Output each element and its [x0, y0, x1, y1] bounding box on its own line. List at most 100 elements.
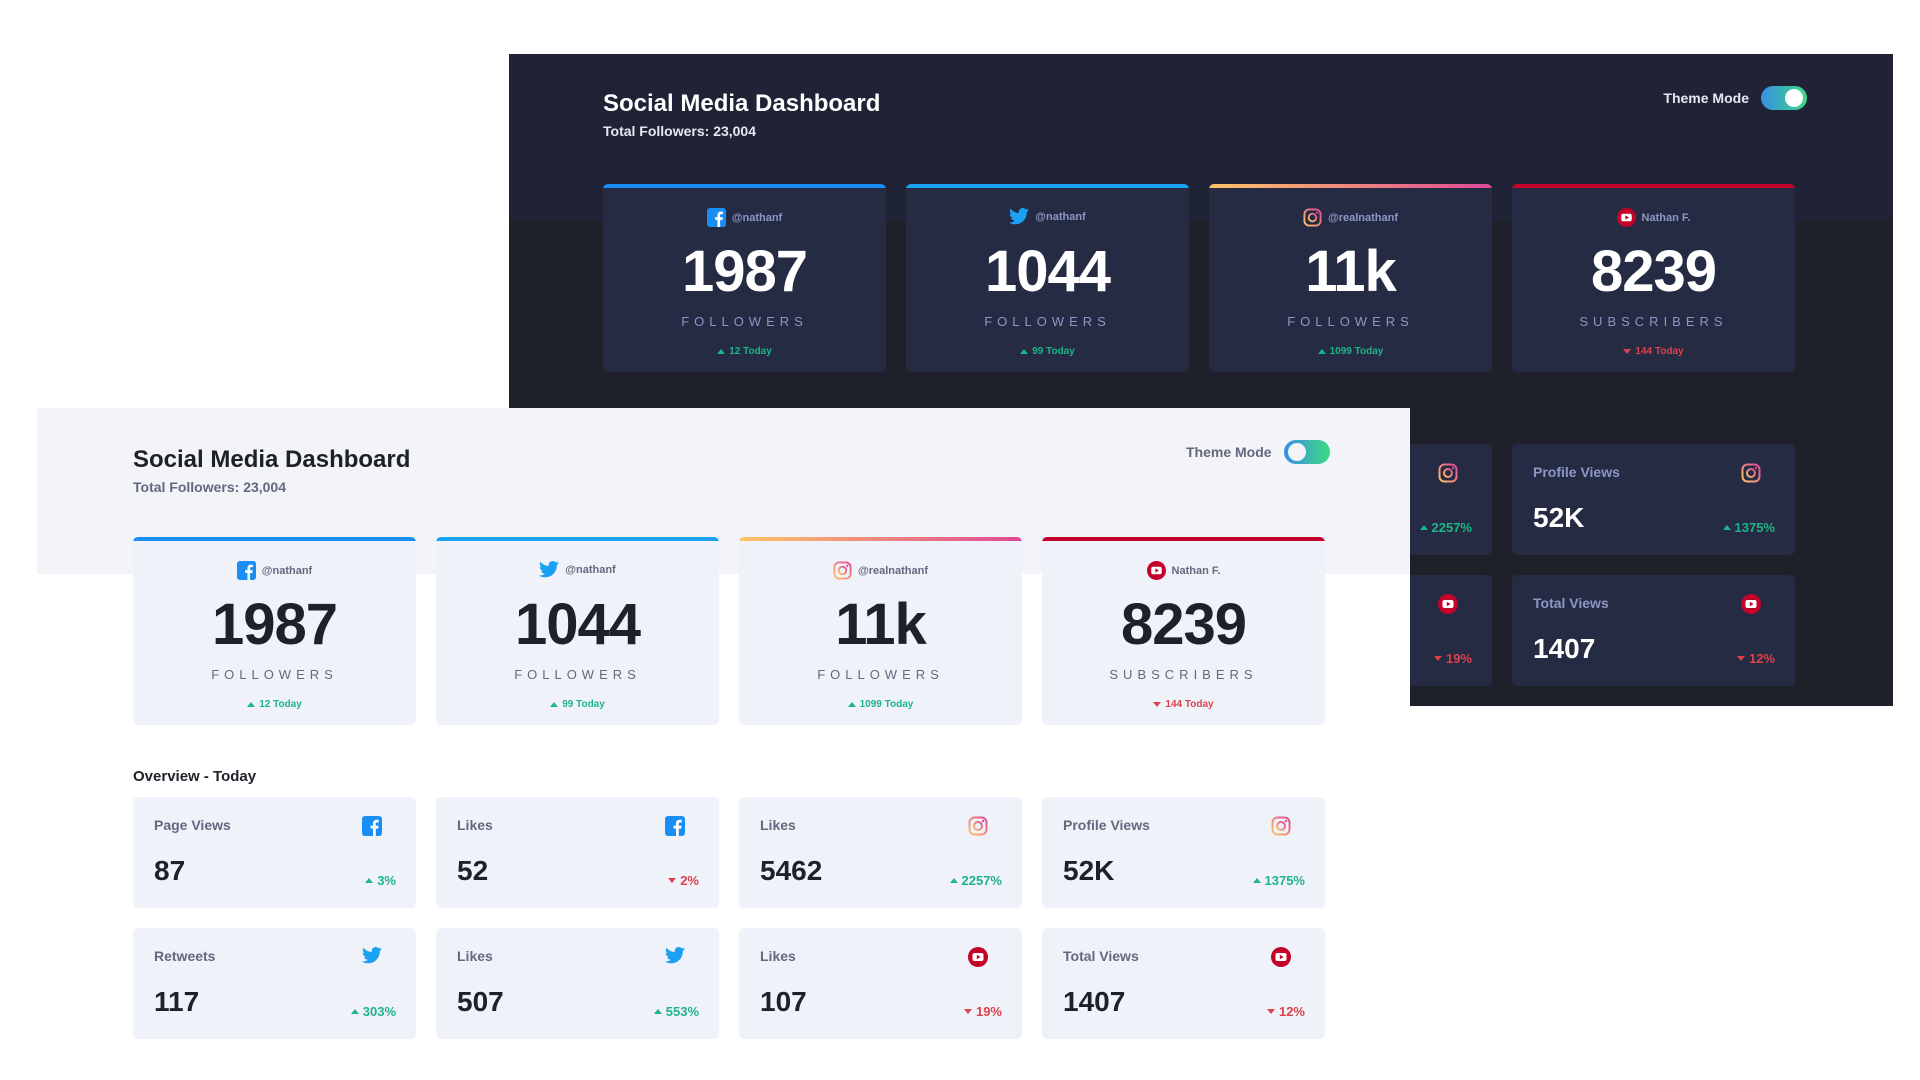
- arrow-up-icon: [550, 702, 559, 707]
- follower-card-facebook[interactable]: @nathanf 1987 FOLLOWERS 12 Today: [133, 537, 416, 725]
- instagram-icon: [833, 561, 852, 580]
- overview-change: 19%: [963, 1004, 1002, 1019]
- today-text: 1099 Today: [1329, 346, 1384, 357]
- twitter-icon: [665, 947, 685, 964]
- arrow-up-icon: [247, 702, 256, 707]
- account-handle: Nathan F.: [1042, 561, 1325, 580]
- overview-value: 507: [457, 986, 504, 1017]
- facebook-icon: [237, 561, 256, 580]
- theme-mode-label: Theme Mode: [1186, 444, 1272, 460]
- today-text: 1099 Today: [859, 699, 914, 710]
- overview-change: 303%: [350, 1004, 396, 1019]
- overview-card-instagram-profile-views[interactable]: Profile Views 52K 1375%: [1512, 444, 1795, 555]
- overview-card-youtube-total-views[interactable]: Total Views 1407 12%: [1512, 575, 1795, 686]
- arrow-up-icon: [653, 1009, 662, 1014]
- follower-card-instagram[interactable]: @realnathanf 11k FOLLOWERS 1099 Today: [1209, 184, 1492, 372]
- total-followers: Total Followers: 23,004: [603, 123, 757, 139]
- follower-count: 1044: [514, 592, 641, 657]
- account-handle: @nathanf: [133, 561, 416, 580]
- today-text: 99 Today: [1032, 346, 1075, 357]
- follower-unit: FOLLOWERS: [1287, 314, 1414, 329]
- light-header: Social Media Dashboard Total Followers: …: [133, 446, 410, 495]
- follower-count: 8239: [1120, 592, 1247, 657]
- handle-text: Nathan F.: [1171, 564, 1221, 577]
- change-text: 12%: [1748, 651, 1775, 666]
- overview-change: 1375%: [1252, 873, 1305, 888]
- card-top-stripe: [1042, 537, 1325, 541]
- overview-value: 52: [457, 855, 489, 886]
- overview-change: 2257%: [1419, 520, 1472, 535]
- today-change: 144 Today: [1512, 346, 1795, 357]
- overview-change: 12%: [1736, 651, 1775, 666]
- theme-mode-switch[interactable]: [1761, 86, 1807, 110]
- youtube-icon: [1617, 208, 1636, 227]
- account-handle: Nathan F.: [1512, 208, 1795, 227]
- overview-card-facebook-page-views[interactable]: Page Views 87 3%: [133, 797, 416, 908]
- overview-card-instagram-profile-views[interactable]: Profile Views 52K 1375%: [1042, 797, 1325, 908]
- follower-unit: FOLLOWERS: [984, 314, 1111, 329]
- follower-card-instagram[interactable]: @realnathanf 11k FOLLOWERS 1099 Today: [739, 537, 1022, 725]
- today-change: 12 Today: [133, 699, 416, 710]
- handle-text: @realnathanf: [1327, 211, 1399, 224]
- twitter-icon: [1009, 208, 1029, 225]
- theme-toggle-group: Theme Mode: [1186, 440, 1330, 464]
- instagram-icon: [968, 816, 988, 836]
- overview-card-facebook-likes[interactable]: Likes 52 2%: [436, 797, 719, 908]
- today-text: 12 Today: [259, 699, 302, 710]
- follower-unit: FOLLOWERS: [817, 667, 944, 682]
- account-handle: @nathanf: [436, 561, 719, 578]
- today-change: 99 Today: [906, 346, 1189, 357]
- follower-card-twitter[interactable]: @nathanf 1044 FOLLOWERS 99 Today: [906, 184, 1189, 372]
- handle-text: @nathanf: [1035, 210, 1086, 223]
- change-text: 1375%: [1264, 873, 1305, 888]
- overview-card-youtube-likes[interactable]: Likes 107 19%: [739, 928, 1022, 1039]
- handle-text: Nathan F.: [1641, 211, 1691, 224]
- arrow-up-icon: [1722, 525, 1731, 530]
- change-text: 19%: [975, 1004, 1002, 1019]
- overview-card-instagram-likes[interactable]: Likes 5462 2257%: [739, 797, 1022, 908]
- change-text: 1375%: [1734, 520, 1775, 535]
- overview-label: Likes: [760, 948, 796, 964]
- instagram-icon: [1303, 208, 1322, 227]
- change-text: 12%: [1278, 1004, 1305, 1019]
- change-text: 3%: [377, 873, 396, 888]
- follower-count: 11k: [835, 592, 927, 657]
- follower-unit: FOLLOWERS: [211, 667, 338, 682]
- overview-change: 2%: [668, 873, 699, 888]
- arrow-down-icon: [1153, 702, 1162, 707]
- today-change: 12 Today: [603, 346, 886, 357]
- follower-card-youtube[interactable]: Nathan F. 8239 SUBSCRIBERS 144 Today: [1042, 537, 1325, 725]
- arrow-down-icon: [1736, 656, 1745, 661]
- theme-mode-switch[interactable]: [1283, 440, 1330, 464]
- follower-card-twitter[interactable]: @nathanf 1044 FOLLOWERS 99 Today: [436, 537, 719, 725]
- card-top-stripe: [906, 184, 1189, 188]
- follower-unit: SUBSCRIBERS: [1579, 314, 1728, 329]
- overview-card-twitter-likes[interactable]: Likes 507 553%: [436, 928, 719, 1039]
- overview-card-twitter-retweets[interactable]: Retweets 117 303%: [133, 928, 416, 1039]
- overview-value: 87: [154, 855, 186, 886]
- change-text: 553%: [665, 1004, 699, 1019]
- card-top-stripe: [436, 537, 719, 541]
- overview-value: 1407: [1533, 633, 1596, 664]
- overview-change: 1375%: [1722, 520, 1775, 535]
- arrow-up-icon: [847, 702, 856, 707]
- switch-knob: [1287, 443, 1306, 461]
- arrow-up-icon: [350, 1009, 359, 1014]
- card-top-stripe: [739, 537, 1022, 541]
- change-text: 19%: [1445, 651, 1472, 666]
- theme-mode-label: Theme Mode: [1663, 90, 1749, 106]
- twitter-icon: [539, 561, 559, 578]
- youtube-icon: [1438, 594, 1458, 614]
- follower-card-youtube[interactable]: Nathan F. 8239 SUBSCRIBERS 144 Today: [1512, 184, 1795, 372]
- switch-knob: [1785, 89, 1803, 107]
- arrow-up-icon: [717, 349, 726, 354]
- overview-label: Likes: [457, 817, 493, 833]
- card-top-stripe: [1209, 184, 1492, 188]
- follower-card-facebook[interactable]: @nathanf 1987 FOLLOWERS 12 Today: [603, 184, 886, 372]
- facebook-icon: [665, 816, 685, 836]
- overview-card-youtube-total-views[interactable]: Total Views 1407 12%: [1042, 928, 1325, 1039]
- follower-unit: FOLLOWERS: [681, 314, 808, 329]
- overview-value: 1407: [1063, 986, 1126, 1017]
- arrow-up-icon: [1252, 878, 1261, 883]
- change-text: 2257%: [1431, 520, 1472, 535]
